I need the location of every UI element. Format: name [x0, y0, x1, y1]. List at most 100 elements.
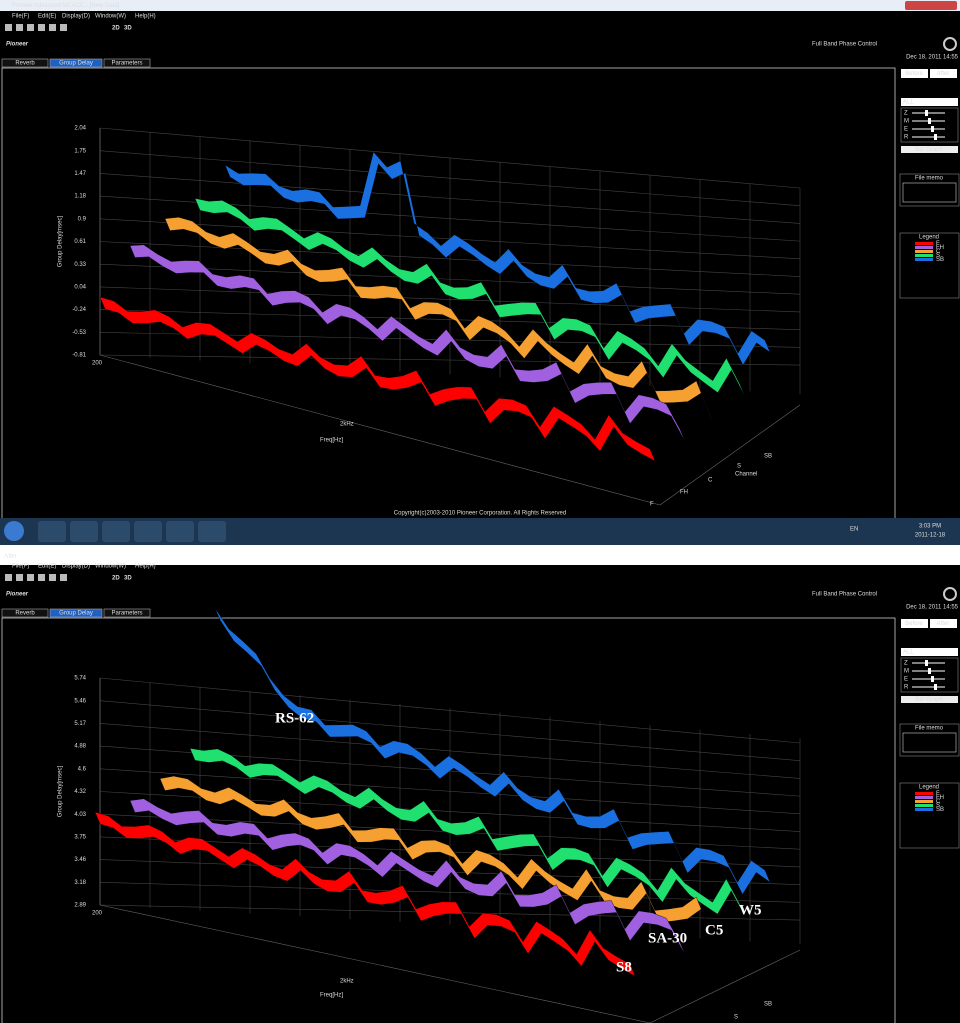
- slider-knob[interactable]: [934, 684, 937, 690]
- data-ribbon: [129, 244, 686, 442]
- after-label[interactable]: After: [937, 621, 950, 627]
- after-btn[interactable]: [930, 619, 957, 628]
- menu-item[interactable]: Help(H): [135, 14, 156, 20]
- taskbar-app[interactable]: [166, 521, 194, 542]
- slider-knob[interactable]: [925, 660, 928, 666]
- menu-item[interactable]: Display(D): [62, 14, 90, 20]
- toolbar-2d[interactable]: 2D: [112, 26, 120, 32]
- tab[interactable]: [49, 58, 103, 68]
- taskbar-app[interactable]: [134, 521, 162, 542]
- copyright: Copyright(c)2003-2010 Pioneer Corporatio…: [394, 511, 566, 517]
- tab-label[interactable]: Reverb: [15, 61, 35, 67]
- taskbar-app[interactable]: [70, 521, 98, 542]
- annotation: SA-30: [648, 930, 687, 946]
- taskbar-app[interactable]: [198, 521, 226, 542]
- taskbar-app[interactable]: [38, 521, 66, 542]
- channel-select-value[interactable]: ALL: [903, 650, 914, 656]
- channel-select-value[interactable]: ALL: [903, 100, 914, 106]
- legend-title: Legend: [919, 785, 939, 791]
- menu-item[interactable]: Window(W): [95, 564, 126, 570]
- menu-item[interactable]: Edit(E): [38, 564, 56, 570]
- bar-graph-btn[interactable]: [901, 696, 958, 703]
- tab-label[interactable]: Group Delay: [59, 61, 93, 67]
- before-btn[interactable]: [901, 619, 928, 628]
- legend-entry: S: [936, 803, 940, 809]
- legend-swatch: [915, 242, 933, 245]
- legend-swatch: [915, 808, 933, 811]
- start-button[interactable]: [4, 521, 24, 541]
- slider-label: M: [904, 119, 909, 125]
- slider-knob[interactable]: [928, 668, 931, 674]
- menu-item[interactable]: File(F): [12, 564, 29, 570]
- legend-entry: FH: [936, 245, 944, 251]
- file-memo-input: [902, 732, 957, 753]
- toolbar-icon: [16, 24, 23, 31]
- slider-knob[interactable]: [928, 118, 931, 124]
- y-tick-label: 1.18: [74, 194, 86, 200]
- toolbar-icon: [5, 574, 12, 581]
- legend-entry: F: [936, 791, 940, 797]
- toolbar-3d[interactable]: 3D: [124, 26, 132, 32]
- x-axis-label: Freq[Hz]: [320, 993, 343, 999]
- tab[interactable]: [103, 58, 151, 68]
- y-tick-label: 4.6: [78, 766, 87, 772]
- taskbar-app[interactable]: [102, 521, 130, 542]
- slider-knob[interactable]: [931, 126, 934, 132]
- slider-label: R: [904, 685, 909, 691]
- slider-label: R: [904, 135, 909, 141]
- legend-entry: C: [936, 799, 941, 805]
- slider-knob[interactable]: [934, 134, 937, 140]
- y-tick-label: 4.32: [74, 789, 86, 795]
- tab-label[interactable]: Reverb: [15, 611, 35, 617]
- tab-label[interactable]: Group Delay: [59, 611, 93, 617]
- menu-item[interactable]: File(F): [12, 14, 29, 20]
- annotation: RS-62: [275, 710, 314, 726]
- annotation: W5: [739, 902, 762, 918]
- data-ribbon: [224, 151, 771, 366]
- menu-item[interactable]: Edit(E): [38, 14, 56, 20]
- bar-graph-btn[interactable]: [901, 146, 958, 153]
- before-btn[interactable]: [901, 69, 928, 78]
- y-tick-label: 5.46: [74, 698, 86, 704]
- after-btn[interactable]: [930, 69, 957, 78]
- legend-entry: FH: [936, 795, 944, 801]
- tab[interactable]: [103, 608, 151, 618]
- slider-label: Z: [904, 111, 908, 117]
- tab-label[interactable]: Parameters: [111, 61, 142, 67]
- before-label[interactable]: Before: [905, 71, 923, 77]
- toolbar-icon: [38, 24, 45, 31]
- toolbar-icon: [49, 574, 56, 581]
- slider-label: E: [904, 677, 908, 683]
- before-label[interactable]: Before: [905, 621, 923, 627]
- after-label[interactable]: After: [937, 71, 950, 77]
- tab[interactable]: [1, 608, 49, 618]
- timestamp: Dec 18, 2011 14:55: [906, 55, 959, 61]
- y-tick-label: 1.47: [74, 171, 86, 177]
- tab[interactable]: [1, 58, 49, 68]
- menu-item[interactable]: Help(H): [135, 564, 156, 570]
- bar-graph-label[interactable]: Bar Graph: [915, 697, 943, 703]
- toolbar-icon: [16, 574, 23, 581]
- tab[interactable]: [49, 608, 103, 618]
- menu-item[interactable]: Window(W): [95, 14, 126, 20]
- channel-tick-label: SB: [764, 454, 772, 460]
- channel-select[interactable]: [901, 648, 958, 656]
- toolbar-icon: [27, 24, 34, 31]
- tab-label[interactable]: Parameters: [111, 611, 142, 617]
- bar-graph-label[interactable]: Bar Graph: [915, 147, 943, 153]
- legend-swatch: [915, 804, 933, 807]
- slider-knob[interactable]: [925, 110, 928, 116]
- y-tick-label: 4.88: [74, 744, 86, 750]
- channel-axis-label: Channel: [735, 472, 757, 478]
- slider-knob[interactable]: [931, 676, 934, 682]
- app-logo: [943, 587, 957, 601]
- y-axis-label: Group Delay[msec]: [58, 765, 64, 817]
- toolbar-3d[interactable]: 3D: [124, 576, 132, 582]
- toolbar-2d[interactable]: 2D: [112, 576, 120, 582]
- channel-select[interactable]: [901, 98, 958, 106]
- menu-item[interactable]: Display(D): [62, 564, 90, 570]
- y-tick-label: 3.46: [74, 857, 86, 863]
- file-memo-label: File memo: [915, 726, 944, 732]
- y-tick-label: 3.18: [74, 880, 86, 886]
